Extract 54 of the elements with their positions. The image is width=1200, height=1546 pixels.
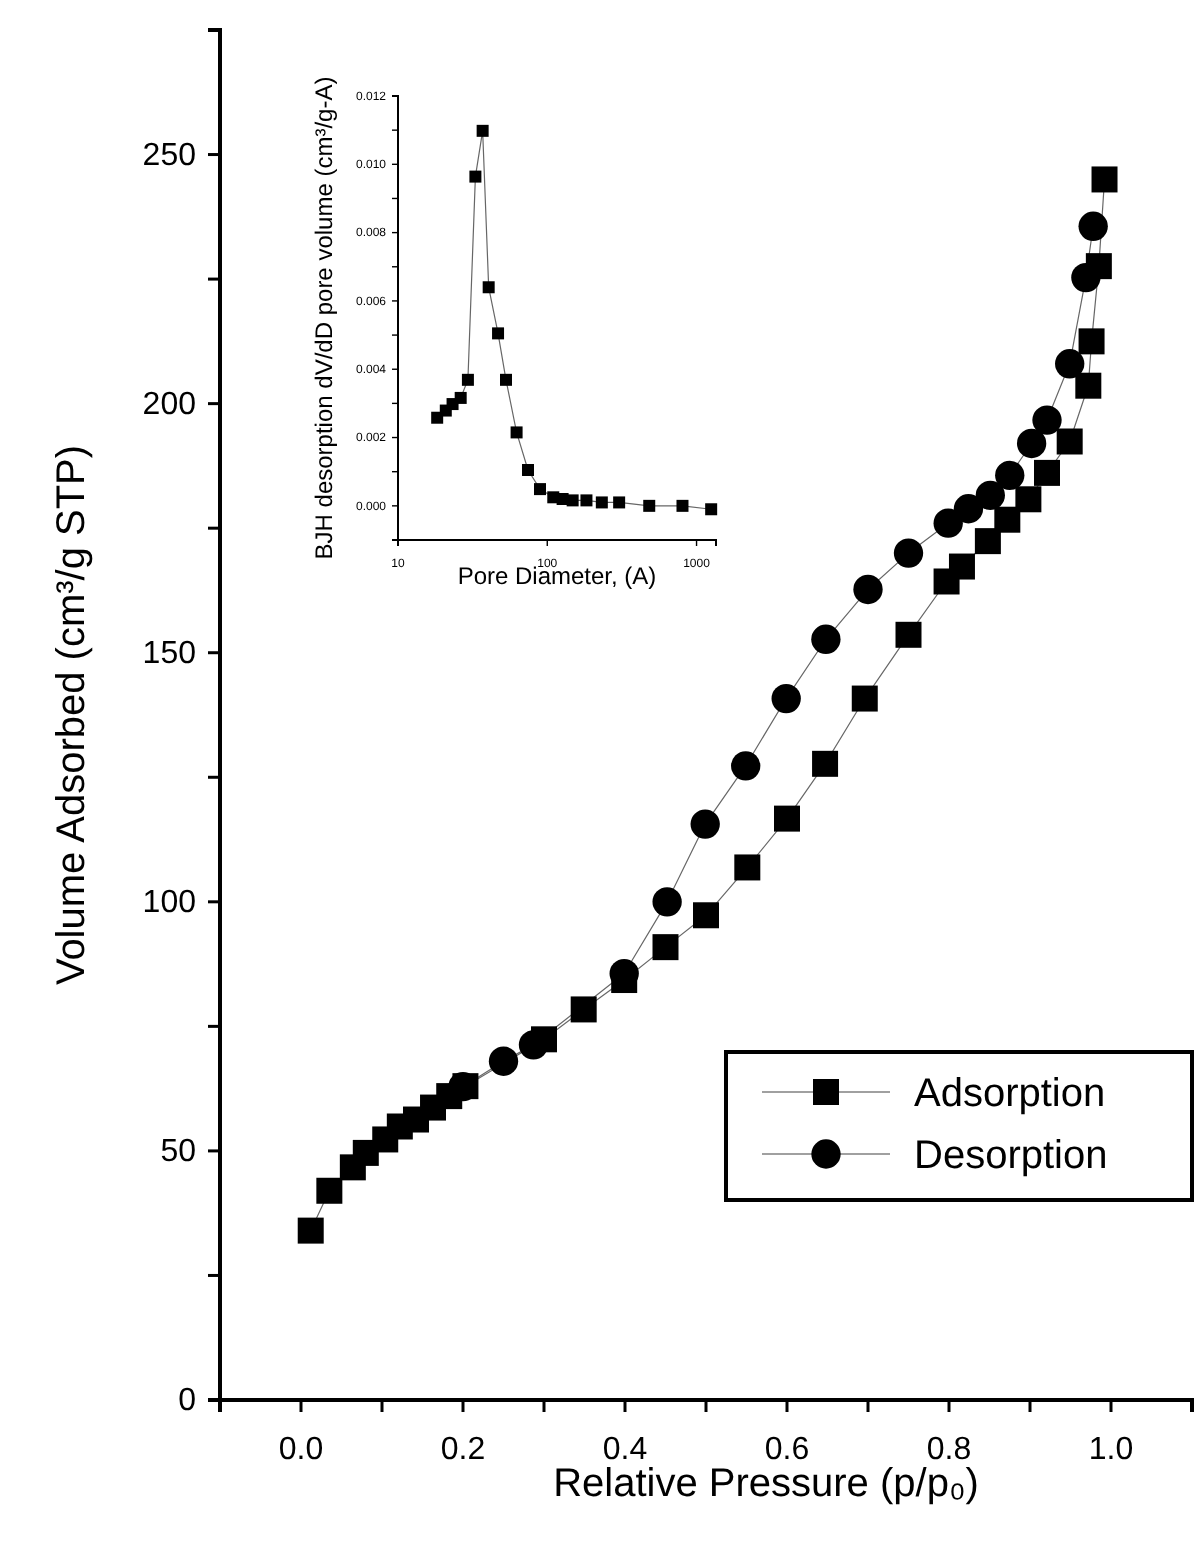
point	[1056, 428, 1083, 455]
x-tick-label: 0.2	[440, 1432, 486, 1467]
point	[652, 887, 682, 917]
x-tick-label: 0.0	[278, 1432, 324, 1467]
point	[994, 506, 1021, 533]
point	[1078, 328, 1105, 355]
y-axis-title: BJH desorption dV/dD pore volume (cm³/g-A)	[310, 76, 338, 560]
y-tick-label: 100	[142, 886, 197, 921]
point	[893, 538, 924, 568]
point	[895, 621, 922, 648]
point	[1075, 372, 1102, 399]
point	[853, 574, 883, 605]
x-tick-label: 0.4	[602, 1432, 648, 1467]
point	[731, 751, 761, 781]
point	[297, 1217, 324, 1244]
x-tick-label: 1.0	[1088, 1432, 1134, 1467]
y-tick-label: 50	[160, 1135, 197, 1170]
legend-label: Desorption	[914, 1134, 1108, 1178]
point	[1034, 459, 1061, 486]
point	[1032, 405, 1062, 435]
point	[812, 750, 839, 777]
point	[851, 685, 878, 712]
point	[974, 528, 1001, 555]
y-tick-label: 200	[142, 387, 197, 422]
y-axis-title: Volume Adsorbed (cm³/g STP)	[50, 444, 94, 986]
point	[948, 553, 975, 580]
legend-label: Adsorption	[914, 1072, 1106, 1116]
point	[811, 624, 841, 654]
y-tick-label: 150	[142, 636, 197, 671]
point	[771, 683, 801, 714]
point	[652, 934, 679, 961]
point	[316, 1177, 343, 1204]
point	[518, 1030, 549, 1060]
point	[570, 996, 597, 1023]
point	[1016, 428, 1047, 459]
point	[933, 508, 963, 538]
point	[1078, 211, 1108, 241]
point	[488, 1046, 519, 1076]
point	[995, 460, 1025, 491]
point	[1071, 262, 1101, 293]
point	[774, 805, 800, 832]
point	[975, 480, 1005, 510]
y-tick-label: 0	[178, 1384, 197, 1419]
x-tick-label: 0.6	[764, 1432, 810, 1467]
x-axis-title: Relative Pressure (p/p₀)	[553, 1462, 979, 1506]
point	[693, 902, 719, 929]
point	[1091, 166, 1118, 193]
point	[690, 809, 720, 839]
point	[734, 854, 761, 881]
point	[953, 494, 984, 524]
point	[1015, 486, 1042, 513]
point	[1055, 349, 1085, 379]
y-tick-label: 250	[142, 138, 197, 173]
x-tick-label: 0.8	[926, 1432, 972, 1467]
